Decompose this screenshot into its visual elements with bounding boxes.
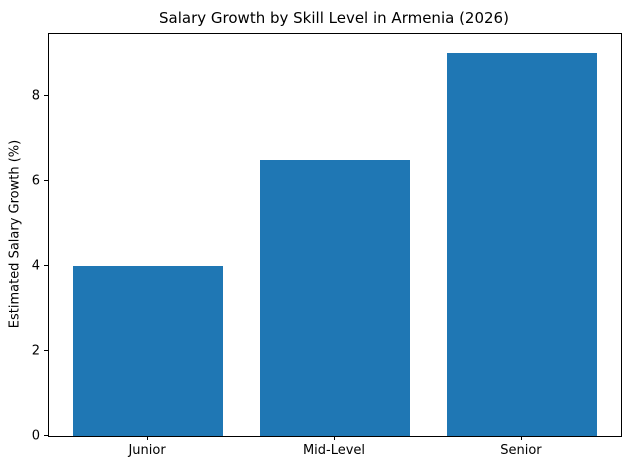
y-tick-label: 4: [31, 258, 40, 274]
chart-title: Salary Growth by Skill Level in Armenia …: [159, 9, 509, 27]
bar-senior: [447, 53, 597, 436]
x-tick-label: Senior: [500, 443, 542, 458]
y-tick-mark: [44, 179, 48, 181]
y-axis-label: Estimated Salary Growth (%): [7, 139, 23, 329]
bar-mid-level: [260, 159, 410, 436]
y-tick-mark: [44, 435, 48, 436]
bar-junior: [73, 265, 223, 436]
y-tick-label: 6: [31, 173, 40, 189]
plot-area: [48, 33, 622, 437]
y-tick-label: 0: [31, 428, 40, 444]
y-tick-mark: [44, 94, 48, 96]
x-tick-mark: [334, 436, 335, 440]
x-tick-mark: [520, 436, 522, 440]
y-tick-label: 8: [31, 88, 40, 104]
y-tick-mark: [44, 349, 48, 351]
x-tick-mark: [147, 436, 149, 440]
x-tick-label: Mid-Level: [302, 443, 366, 458]
x-tick-label: Junior: [128, 443, 166, 458]
y-tick-mark: [44, 264, 48, 266]
y-tick-label: 2: [31, 343, 40, 359]
